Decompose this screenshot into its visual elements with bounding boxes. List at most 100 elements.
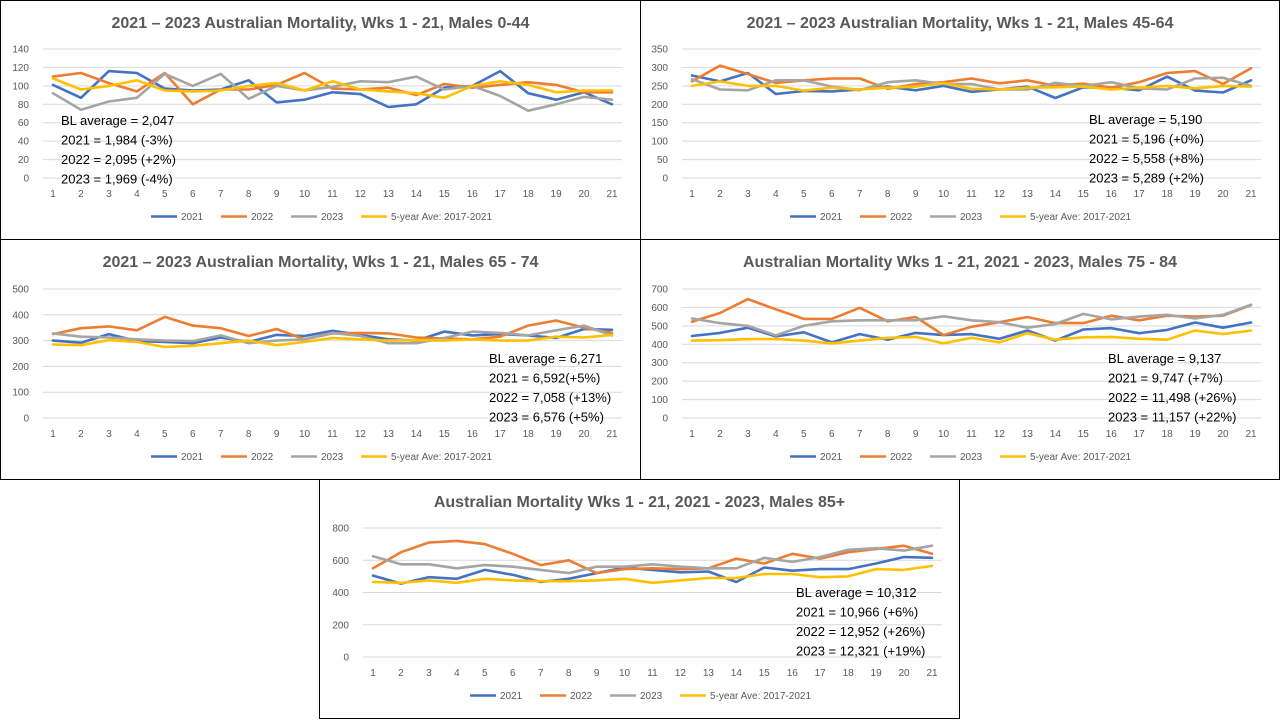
x-tick-label: 18 bbox=[1162, 189, 1174, 200]
x-tick-label: 6 bbox=[510, 668, 516, 679]
x-tick-label: 3 bbox=[745, 429, 751, 440]
x-tick-label: 16 bbox=[1106, 189, 1118, 200]
x-tick-label: 1 bbox=[50, 189, 56, 200]
x-tick-label: 4 bbox=[134, 189, 140, 200]
x-tick-label: 1 bbox=[370, 668, 376, 679]
x-tick-label: 1 bbox=[50, 429, 56, 440]
annotation-line: 2022 = 5,558 (+8%) bbox=[1089, 151, 1204, 166]
x-tick-label: 13 bbox=[703, 668, 715, 679]
x-tick-label: 17 bbox=[495, 429, 507, 440]
legend-label: 2023 bbox=[321, 452, 344, 463]
chart-panel-males-0-44: 2021 – 2023 Australian Mortality, Wks 1 … bbox=[0, 0, 641, 240]
annotation-line: 2022 = 2,095 (+2%) bbox=[61, 152, 176, 167]
annotation-line: 2023 = 5,289 (+2%) bbox=[1089, 171, 1204, 186]
x-tick-label: 2 bbox=[717, 429, 723, 440]
x-tick-label: 8 bbox=[885, 429, 891, 440]
y-tick-label: 700 bbox=[651, 285, 668, 296]
legend-label: 2021 bbox=[181, 212, 204, 223]
y-tick-label: 0 bbox=[662, 174, 668, 185]
y-tick-label: 100 bbox=[12, 388, 29, 399]
x-tick-label: 11 bbox=[647, 668, 658, 679]
legend-label: 5-year Ave: 2017-2021 bbox=[1030, 212, 1131, 223]
series-line-2023 bbox=[690, 303, 1253, 337]
x-tick-label: 12 bbox=[994, 189, 1006, 200]
x-tick-label: 14 bbox=[1050, 429, 1062, 440]
y-tick-label: 80 bbox=[18, 100, 30, 111]
x-tick-label: 7 bbox=[218, 429, 224, 440]
x-tick-label: 9 bbox=[913, 429, 919, 440]
annotation-line: 2023 = 11,157 (+22%) bbox=[1108, 410, 1236, 425]
y-tick-label: 350 bbox=[651, 45, 668, 56]
x-tick-label: 5 bbox=[801, 429, 807, 440]
x-tick-label: 20 bbox=[578, 429, 590, 440]
x-tick-label: 17 bbox=[815, 668, 827, 679]
y-tick-label: 120 bbox=[12, 63, 29, 74]
x-tick-label: 14 bbox=[731, 668, 743, 679]
x-tick-label: 19 bbox=[1190, 189, 1202, 200]
x-tick-label: 21 bbox=[1245, 429, 1257, 440]
chart-title: 2021 – 2023 Australian Mortality, Wks 1 … bbox=[103, 254, 539, 271]
chart-svg: Australian Mortality Wks 1 - 21, 2021 - … bbox=[651, 254, 1261, 463]
x-tick-label: 21 bbox=[606, 429, 618, 440]
y-tick-label: 300 bbox=[12, 336, 29, 347]
legend-label: 5-year Ave: 2017-2021 bbox=[710, 691, 811, 702]
y-tick-label: 400 bbox=[332, 588, 349, 599]
x-tick-label: 20 bbox=[1217, 189, 1229, 200]
x-tick-label: 6 bbox=[190, 189, 196, 200]
legend-label: 2023 bbox=[960, 452, 983, 463]
x-tick-label: 13 bbox=[383, 189, 395, 200]
x-tick-label: 7 bbox=[857, 189, 863, 200]
chart-panel-males-85-plus: Australian Mortality Wks 1 - 21, 2021 - … bbox=[319, 479, 960, 719]
legend-label: 2023 bbox=[640, 691, 663, 702]
x-tick-label: 9 bbox=[274, 189, 280, 200]
x-tick-label: 21 bbox=[1245, 189, 1257, 200]
legend-label: 2022 bbox=[570, 691, 593, 702]
legend-label: 2021 bbox=[181, 452, 204, 463]
series-line-2021 bbox=[51, 69, 614, 109]
y-tick-label: 140 bbox=[12, 45, 29, 56]
x-tick-label: 10 bbox=[299, 429, 311, 440]
x-tick-label: 19 bbox=[551, 189, 563, 200]
legend-label: 2023 bbox=[321, 212, 344, 223]
legend-label: 2023 bbox=[960, 212, 983, 223]
x-tick-label: 3 bbox=[106, 429, 112, 440]
annotation-line: 2021 = 10,966 (+6%) bbox=[796, 605, 918, 620]
x-tick-label: 18 bbox=[523, 429, 535, 440]
x-tick-label: 12 bbox=[355, 189, 367, 200]
y-tick-label: 200 bbox=[651, 100, 668, 111]
y-tick-label: 60 bbox=[18, 118, 30, 129]
x-tick-label: 17 bbox=[1134, 429, 1146, 440]
x-tick-label: 20 bbox=[1217, 429, 1229, 440]
x-tick-label: 18 bbox=[843, 668, 855, 679]
series-line-2022 bbox=[690, 64, 1253, 91]
x-tick-label: 16 bbox=[787, 668, 799, 679]
series-line-2022 bbox=[51, 71, 614, 106]
x-tick-label: 18 bbox=[523, 189, 535, 200]
x-tick-label: 13 bbox=[1022, 189, 1034, 200]
x-tick-label: 11 bbox=[327, 189, 338, 200]
y-tick-label: 500 bbox=[12, 285, 29, 296]
y-tick-label: 100 bbox=[651, 395, 668, 406]
y-tick-label: 0 bbox=[662, 414, 668, 425]
x-tick-label: 3 bbox=[106, 189, 112, 200]
series-line-2022 bbox=[371, 539, 934, 575]
series-line-5-year-ave-2017-2021 bbox=[371, 564, 934, 585]
x-tick-label: 17 bbox=[495, 189, 507, 200]
y-tick-label: 0 bbox=[23, 414, 29, 425]
y-tick-label: 100 bbox=[12, 81, 29, 92]
x-tick-label: 15 bbox=[439, 429, 451, 440]
x-tick-label: 15 bbox=[1078, 189, 1090, 200]
x-tick-label: 16 bbox=[1106, 429, 1118, 440]
series-line-5-year-ave-2017-2021 bbox=[51, 77, 614, 100]
y-tick-label: 0 bbox=[23, 174, 29, 185]
x-tick-label: 1 bbox=[689, 189, 695, 200]
x-tick-label: 1 bbox=[689, 429, 695, 440]
x-tick-label: 5 bbox=[801, 189, 807, 200]
x-tick-label: 12 bbox=[994, 429, 1006, 440]
chart-title: Australian Mortality Wks 1 - 21, 2021 - … bbox=[434, 494, 845, 511]
x-tick-label: 5 bbox=[482, 668, 488, 679]
annotation-line: 2021 = 6,592(+5%) bbox=[489, 371, 600, 386]
x-tick-label: 10 bbox=[299, 189, 311, 200]
series-line-2023 bbox=[690, 76, 1253, 92]
x-tick-label: 18 bbox=[1162, 429, 1174, 440]
